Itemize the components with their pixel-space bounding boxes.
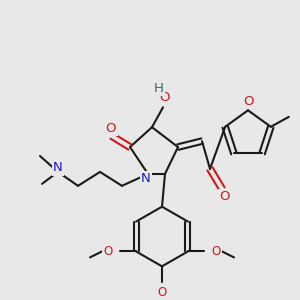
Text: O: O xyxy=(160,91,170,104)
Text: O: O xyxy=(158,286,166,299)
Text: O: O xyxy=(244,95,254,108)
Text: O: O xyxy=(220,190,230,203)
Text: O: O xyxy=(103,245,112,258)
Text: O: O xyxy=(106,122,116,135)
Text: H: H xyxy=(154,82,164,95)
Text: O: O xyxy=(212,245,220,258)
Text: N: N xyxy=(141,172,151,185)
Text: N: N xyxy=(53,161,63,174)
